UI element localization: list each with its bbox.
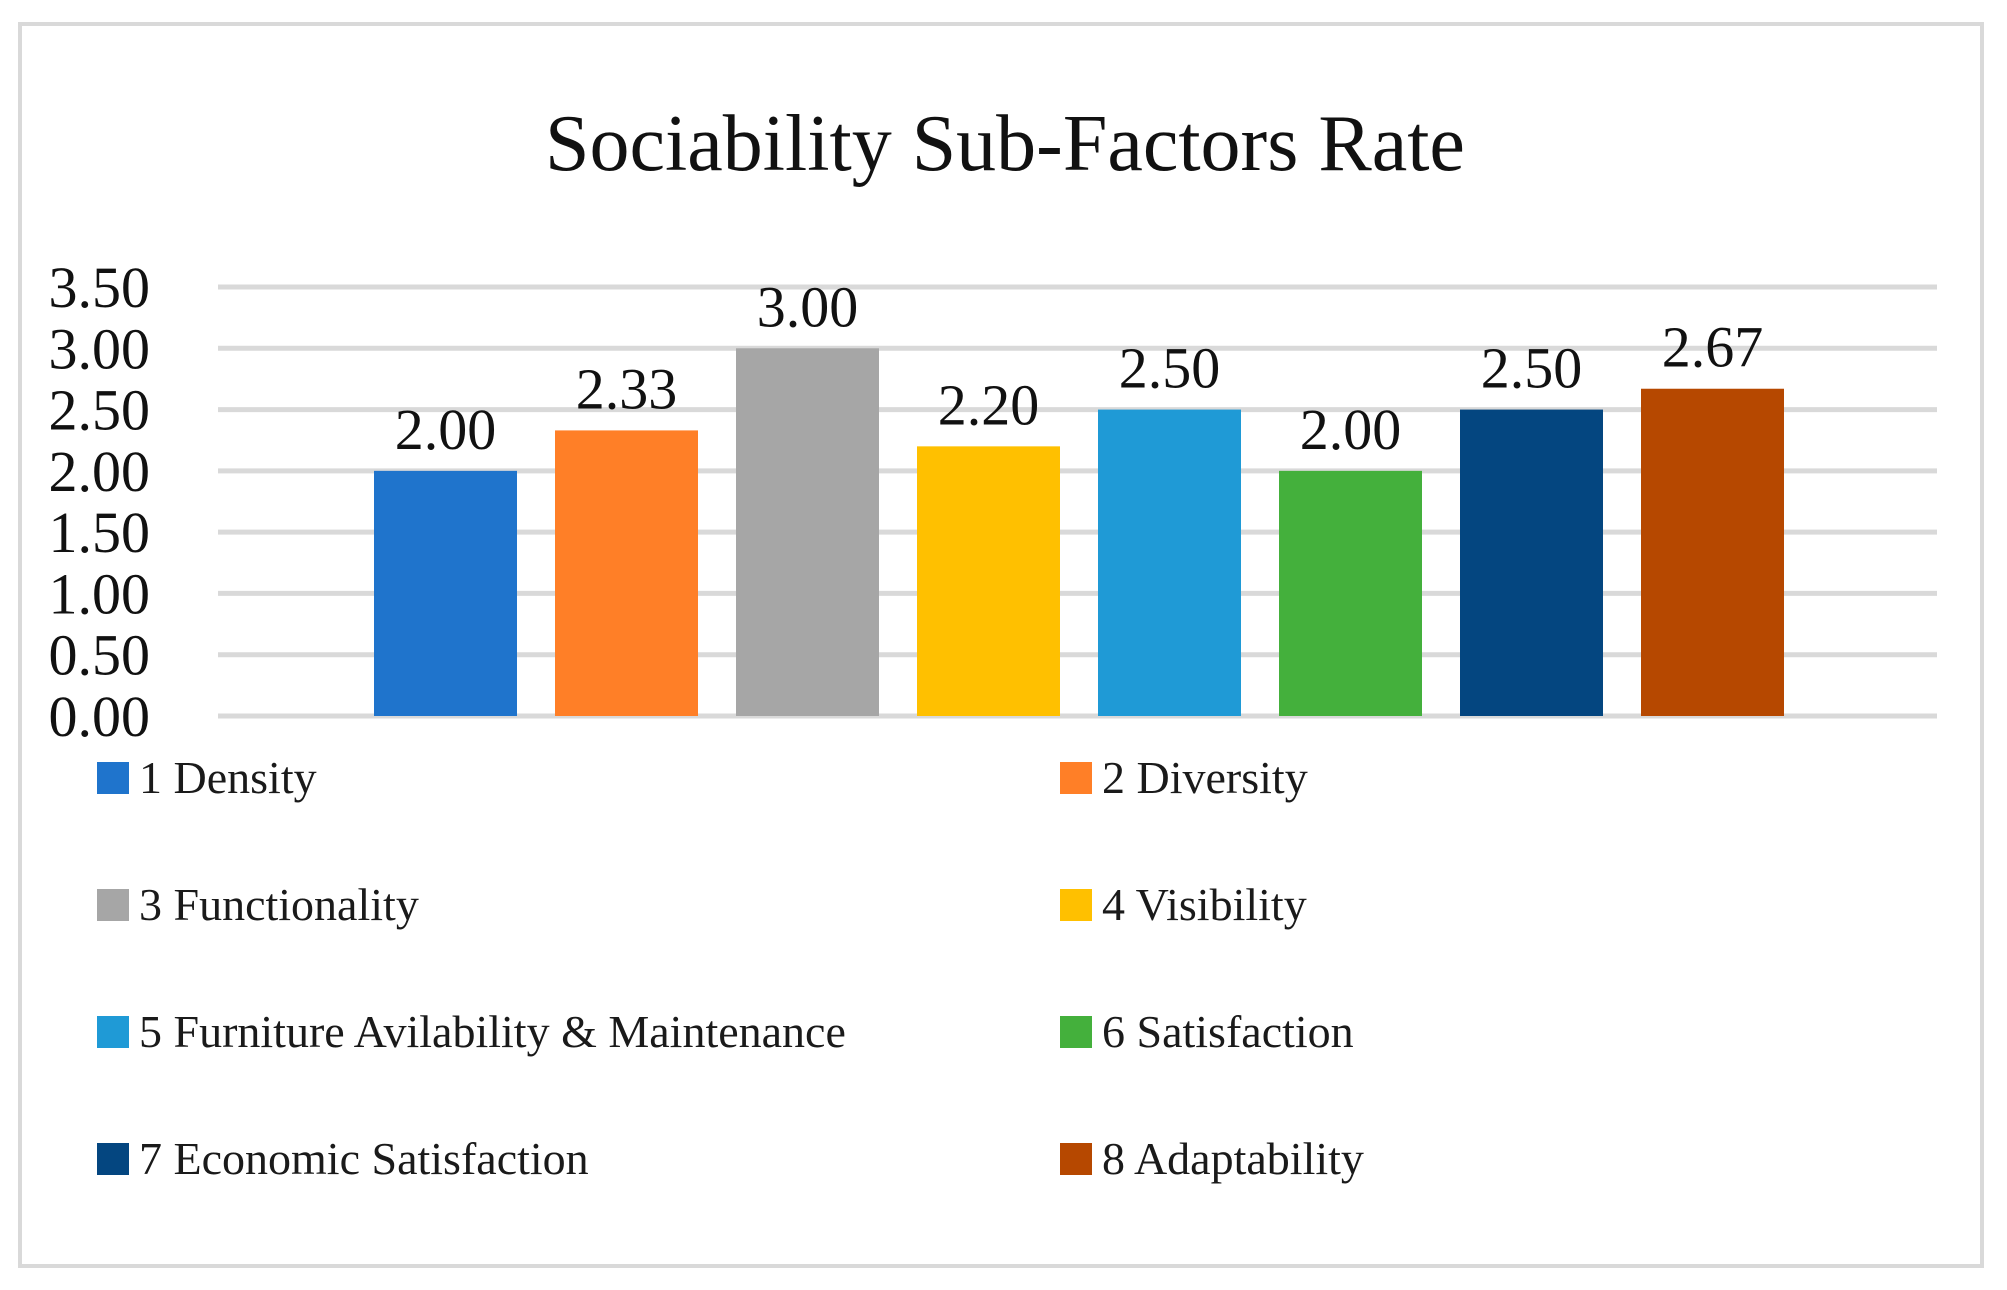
- y-tick-label: 0.50: [49, 623, 151, 688]
- bar-4: [917, 446, 1060, 716]
- y-tick-label: 1.00: [49, 561, 151, 626]
- chart-title: Sociability Sub-Factors Rate: [545, 100, 1465, 188]
- bar-5: [1098, 409, 1241, 716]
- data-label-4: 2.20: [938, 372, 1040, 437]
- bar-3: [736, 348, 879, 716]
- bar-1: [374, 470, 517, 716]
- y-tick-label: 2.50: [49, 378, 151, 443]
- bar-2: [555, 430, 698, 716]
- data-label-8: 2.67: [1662, 315, 1764, 380]
- y-tick-label: 0.00: [49, 684, 151, 749]
- data-labels: 2.00 2.33 3.00 2.20 2.50 2.00 2.50 2.67: [395, 274, 1764, 462]
- y-axis-ticks: 0.000.501.001.502.002.503.003.50: [49, 255, 151, 749]
- data-label-3: 3.00: [757, 274, 859, 339]
- bar-8: [1641, 388, 1784, 716]
- y-tick-label: 3.00: [49, 316, 151, 381]
- data-label-7: 2.50: [1481, 336, 1583, 401]
- data-label-2: 2.33: [576, 356, 678, 421]
- y-tick-label: 1.50: [49, 500, 151, 565]
- y-tick-label: 3.50: [49, 255, 151, 320]
- bar-7: [1460, 409, 1603, 716]
- bars: [374, 348, 1784, 716]
- data-label-6: 2.00: [1300, 397, 1402, 462]
- y-tick-label: 2.00: [49, 439, 151, 504]
- data-label-5: 2.50: [1119, 336, 1221, 401]
- bar-6: [1279, 470, 1422, 716]
- data-label-1: 2.00: [395, 397, 497, 462]
